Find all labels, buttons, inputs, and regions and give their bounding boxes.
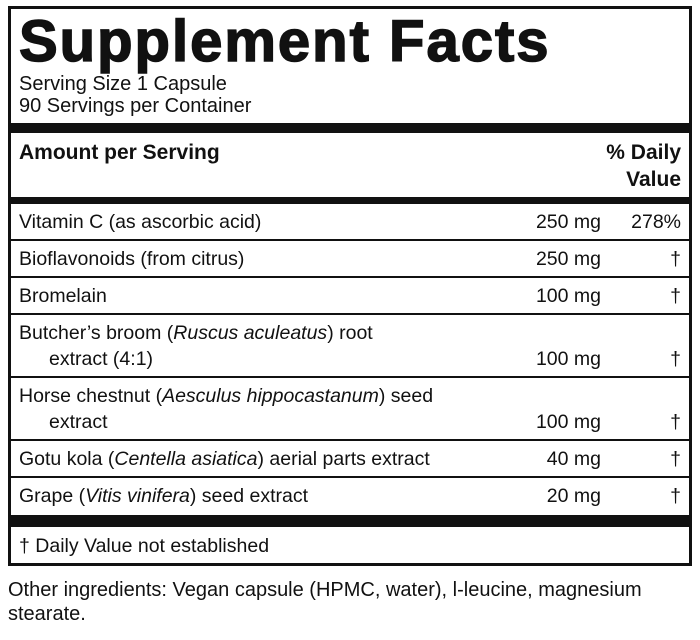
nutrient-row: Vitamin C (as ascorbic acid) 250 mg 278% [11,204,689,239]
nutrient-row: Butcher’s broom (Ruscus aculeatus) root … [11,313,689,376]
daily-value: † [670,411,681,433]
daily-value: 278% [631,211,681,233]
nutrient-rows: Vitamin C (as ascorbic acid) 250 mg 278% Bi… [11,204,689,513]
daily-value: † [670,348,681,370]
servings-per-container: 90 Servings per Container [19,95,252,117]
daily-value: † [670,448,681,470]
nutrient-row: Gotu kola (Centella asiatica) aerial par… [11,439,689,476]
nutrient-row: Bioflavonoids (from citrus) 250 mg † [11,239,689,276]
latin-name: Aesculus hippocastanum [162,385,379,407]
nutrient-name: Bromelain [19,283,491,309]
nutrient-row: Bromelain 100 mg † [11,276,689,313]
nutrient-name: Grape (Vitis vinifera) seed extract [19,483,491,509]
nutrient-name: Gotu kola (Centella asiatica) aerial par… [19,446,491,472]
name-text: Grape ( [19,485,86,507]
name-text: Horse chestnut ( [19,385,163,407]
name-text: Vitamin C (as ascorbic acid) [19,211,262,233]
nutrient-row: Grape (Vitis vinifera) seed extract 20 mg… [11,476,689,513]
daily-value: † [670,485,681,507]
divider [11,123,689,133]
amount: 250 mg [535,211,601,233]
name-text: ) root extract (4:1) [49,322,373,370]
amount: 20 mg [546,485,601,507]
amount: 100 mg [535,348,601,370]
name-text: ) seed extract [189,485,309,507]
footnote: † Daily Value not established [19,535,270,557]
nutrient-name: Butcher’s broom (Ruscus aculeatus) root … [19,320,409,372]
divider [11,197,689,204]
nutrient-name: Horse chestnut (Aesculus hippocastanum) … [19,383,491,435]
name-text: Butcher’s broom ( [19,322,174,344]
amount: 250 mg [535,248,601,270]
divider [11,515,689,527]
daily-value: † [670,285,681,307]
daily-value-heading: % Daily Value [606,141,681,191]
name-text: Bioflavonoids (from citrus) [19,248,245,270]
table-header: Amount per Serving % Daily Value [11,133,689,197]
title: Supplement Facts [18,9,551,74]
latin-name: Centella asiatica [114,448,258,470]
amount: 100 mg [535,411,601,433]
latin-name: Ruscus aculeatus [173,322,328,344]
latin-name: Vitis vinifera [85,485,190,507]
other-ingredients: Other ingredients: Vegan capsule (HPMC, … [8,579,642,625]
serving-size: Serving Size 1 Capsule [19,73,227,95]
name-text: ) seed extract [49,385,434,433]
name-text: Bromelain [19,285,107,307]
amount: 100 mg [535,285,601,307]
amount-heading: Amount per Serving [19,141,220,164]
nutrient-row: Horse chestnut (Aesculus hippocastanum) … [11,376,689,439]
facts-panel: Supplement Facts Serving Size 1 Capsule … [8,6,692,566]
daily-value: † [670,248,681,270]
name-text: ) aerial parts extract [257,448,430,470]
name-text: Gotu kola ( [19,448,115,470]
nutrient-name: Vitamin C (as ascorbic acid) [19,209,491,235]
nutrient-name: Bioflavonoids (from citrus) [19,246,491,272]
amount: 40 mg [546,448,601,470]
